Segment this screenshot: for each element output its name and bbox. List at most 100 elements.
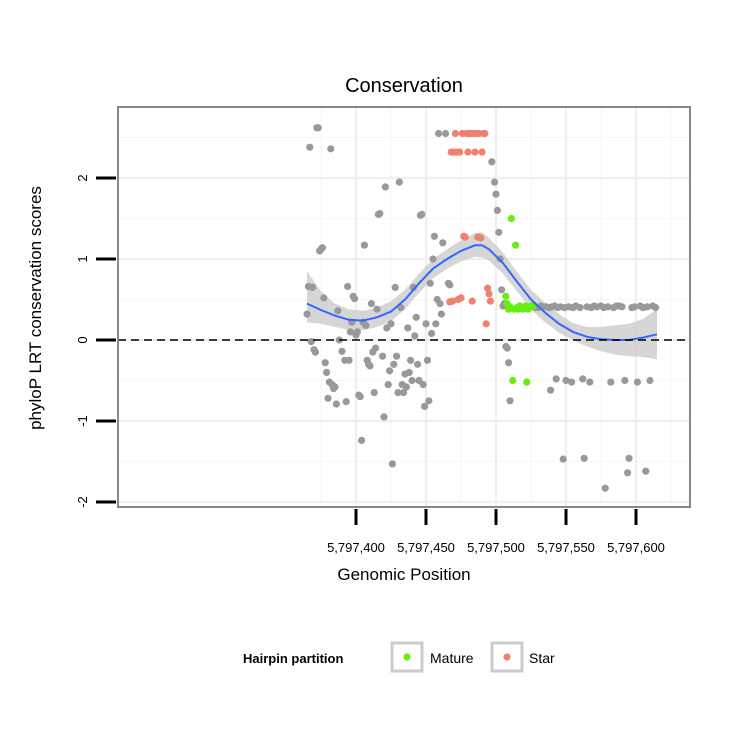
point-other [386,367,394,375]
y-axis-title: phyloP LRT conservation scores [26,186,45,430]
point-other [353,328,361,336]
point-other [407,356,415,364]
point-other [408,376,416,385]
point-mature [509,376,517,385]
y-tick-label: -2 [75,496,90,508]
point-other [430,232,438,240]
point-star [481,129,489,138]
point-other [423,356,431,364]
point-other [493,206,501,214]
point-other [393,352,401,360]
smooth-ribbon-group [307,232,657,360]
point-other [422,320,430,328]
point-mature [511,241,520,249]
point-other [503,344,511,352]
point-other [624,469,632,477]
point-other [421,402,429,410]
point-other [505,359,513,367]
y-tick-label: 2 [75,174,90,181]
point-mature [502,292,510,300]
point-other [437,310,445,318]
point-other [372,344,380,352]
point-star [477,234,485,242]
x-tick-label: 5,797,450 [397,540,455,555]
point-other [358,436,366,444]
panel-border [117,106,691,508]
point-other [642,467,650,475]
legend-key-box-mature [390,641,424,673]
legend-key-box-star [490,641,524,673]
point-star [478,148,486,156]
point-other [314,124,322,132]
point-star [482,320,490,328]
point-other [633,378,642,386]
point-other [324,394,332,402]
point-other [607,378,615,386]
legend-entries: Mature Star [390,641,555,673]
point-other [307,338,315,346]
legend-key-dot-star [503,653,511,661]
point-other [411,332,419,340]
point-other [495,228,503,236]
point-other [428,329,436,338]
point-other [360,241,368,249]
point-star [457,294,465,302]
point-other [412,313,420,321]
point-other [576,304,584,312]
point-other [547,386,555,394]
x-axis-title: Genomic Position [337,565,470,584]
point-other [309,283,317,291]
point-other [318,244,326,252]
point-star [486,297,494,305]
point-star [451,129,459,138]
y-tick-label: -1 [75,415,90,427]
point-star [484,284,492,292]
loess-line [306,244,658,341]
point-other [338,347,346,355]
point-other [395,178,403,186]
point-other [344,282,352,291]
point-other [568,378,576,386]
point-other [346,328,354,336]
point-other [351,295,359,303]
point-other [390,360,398,368]
x-tick-label: 5,797,400 [327,540,385,555]
point-other [552,375,560,383]
point-other [362,321,370,329]
point-star [471,148,479,156]
point-other [405,368,413,376]
point-other [559,455,567,463]
point-other [379,352,387,360]
point-other [332,400,340,408]
point-other [327,145,335,153]
point-other [331,383,339,391]
point-other [492,190,500,198]
point-other [334,307,342,315]
legend: Hairpin partition Mature Star [243,641,555,673]
legend-title: Hairpin partition [243,651,343,666]
point-other [646,376,654,385]
point-other [586,378,594,386]
point-mature [528,303,537,311]
axes: 5,797,400 5,797,450 5,797,500 5,797,550 5,79… [75,174,665,555]
x-tick-label: 5,797,550 [537,540,595,555]
x-tick-label: 5,797,500 [467,540,525,555]
point-other [321,359,329,367]
point-other [625,454,633,462]
point-other [419,381,427,389]
confidence-ribbon [307,232,657,360]
point-other [400,389,408,397]
point-star [468,297,476,305]
point-other [579,375,587,383]
legend-label-star: Star [529,650,555,666]
point-other [345,356,353,364]
point-other [436,300,444,308]
point-star [464,148,472,156]
point-other [356,393,364,401]
point-other [394,389,402,397]
point-other [367,300,375,308]
point-other [562,376,570,385]
point-other [380,413,388,421]
point-other [303,310,311,318]
